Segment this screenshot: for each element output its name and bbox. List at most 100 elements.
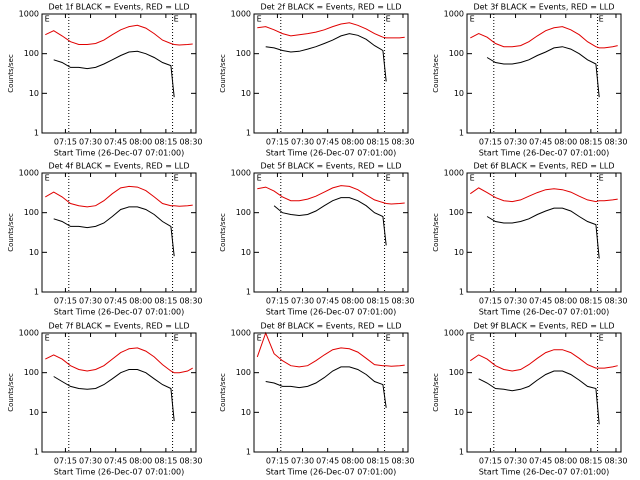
y-tick-label: 100 xyxy=(449,368,464,377)
plot-frame xyxy=(253,13,409,134)
plot-frame xyxy=(253,332,409,453)
y-tick-label: 10 xyxy=(241,89,251,98)
y-axis-label: Counts/sec xyxy=(219,213,227,252)
x-tick-label: 07:45 xyxy=(104,457,127,466)
series-line xyxy=(486,207,600,259)
x-tick-label: 08:00 xyxy=(554,138,577,147)
series-line xyxy=(53,206,175,257)
chart-title: Det 5f BLACK = Events, RED = LLD xyxy=(260,162,401,171)
y-tick-label: 1 xyxy=(34,129,39,138)
series-line xyxy=(478,370,600,425)
plot-frame xyxy=(41,172,197,293)
y-tick-label: 1 xyxy=(246,129,251,138)
y-tick-label: 10 xyxy=(241,408,251,417)
y-tick-label: 1000 xyxy=(444,329,464,338)
annotation: E xyxy=(386,15,391,24)
x-axis-label: Start Time (26-Dec-07 07:01:00) xyxy=(54,149,185,158)
annotation: E xyxy=(174,334,179,343)
x-tick-label: 07:30 xyxy=(79,297,102,306)
x-tick-label: 08:30 xyxy=(179,297,202,306)
series-line xyxy=(45,185,193,208)
y-tick-label: 10 xyxy=(454,89,464,98)
series-line xyxy=(257,22,405,39)
x-tick-label: 07:30 xyxy=(291,457,314,466)
y-tick-label: 100 xyxy=(24,368,39,377)
x-tick-label: 08:15 xyxy=(579,457,602,466)
series-line xyxy=(265,366,387,408)
annotation: E xyxy=(257,174,262,183)
y-axis-label: Counts/sec xyxy=(219,54,227,93)
y-axis-label: Counts/sec xyxy=(219,373,227,412)
x-tick-label: 07:30 xyxy=(291,138,314,147)
y-tick-label: 1 xyxy=(34,288,39,297)
y-tick-label: 1000 xyxy=(19,169,39,178)
series-line xyxy=(486,46,600,98)
series-line xyxy=(45,347,193,374)
plot-frame xyxy=(41,13,197,134)
annotation: E xyxy=(470,174,475,183)
annotation: E xyxy=(470,334,475,343)
series-line xyxy=(53,369,175,422)
series-line xyxy=(265,33,387,82)
x-tick-label: 07:45 xyxy=(529,138,552,147)
x-tick-label: 08:00 xyxy=(129,457,152,466)
x-tick-label: 08:15 xyxy=(579,297,602,306)
x-tick-label: 08:30 xyxy=(179,457,202,466)
x-tick-label: 07:30 xyxy=(79,138,102,147)
x-tick-label: 07:45 xyxy=(316,457,339,466)
x-tick-label: 07:30 xyxy=(504,297,527,306)
y-tick-label: 1000 xyxy=(444,10,464,19)
x-axis-label: Start Time (26-Dec-07 07:01:00) xyxy=(54,468,185,477)
series-line xyxy=(470,187,618,203)
annotation: E xyxy=(386,334,391,343)
x-tick-label: 07:30 xyxy=(291,297,314,306)
series-line xyxy=(470,349,618,372)
annotation: E xyxy=(257,334,262,343)
x-tick-label: 08:00 xyxy=(341,138,364,147)
y-tick-label: 1 xyxy=(459,288,464,297)
y-tick-label: 1000 xyxy=(231,329,251,338)
x-tick-label: 08:00 xyxy=(341,457,364,466)
x-tick-label: 08:30 xyxy=(604,138,627,147)
x-axis-label: Start Time (26-Dec-07 07:01:00) xyxy=(479,149,610,158)
x-tick-label: 07:45 xyxy=(104,297,127,306)
plot-frame xyxy=(466,13,622,134)
annotation: E xyxy=(257,15,262,24)
chart-title: Det 2f BLACK = Events, RED = LLD xyxy=(260,3,401,12)
x-tick-label: 07:15 xyxy=(479,138,502,147)
y-axis-label: Counts/sec xyxy=(7,54,15,93)
x-tick-label: 08:00 xyxy=(554,297,577,306)
x-axis-label: Start Time (26-Dec-07 07:01:00) xyxy=(266,308,397,317)
y-tick-label: 10 xyxy=(29,89,39,98)
chart-title: Det 4f BLACK = Events, RED = LLD xyxy=(48,162,189,171)
annotation: E xyxy=(599,15,604,24)
x-tick-label: 08:15 xyxy=(366,138,389,147)
y-tick-label: 1 xyxy=(459,448,464,457)
x-tick-label: 07:45 xyxy=(316,138,339,147)
y-tick-label: 1000 xyxy=(231,169,251,178)
y-tick-label: 1000 xyxy=(19,329,39,338)
x-tick-label: 08:30 xyxy=(179,138,202,147)
y-tick-label: 100 xyxy=(24,49,39,58)
x-tick-label: 07:45 xyxy=(529,457,552,466)
y-tick-label: 1 xyxy=(34,448,39,457)
y-tick-label: 10 xyxy=(454,408,464,417)
series-line xyxy=(45,24,193,46)
plot-frame xyxy=(253,172,409,293)
plot-frame xyxy=(466,332,622,453)
y-tick-label: 100 xyxy=(236,208,251,217)
y-tick-label: 1 xyxy=(246,288,251,297)
x-axis-label: Start Time (26-Dec-07 07:01:00) xyxy=(54,308,185,317)
x-tick-label: 08:15 xyxy=(366,297,389,306)
series-line xyxy=(273,197,387,246)
annotation: E xyxy=(45,334,50,343)
plot-frame xyxy=(41,332,197,453)
series-line xyxy=(257,185,405,205)
annotation: E xyxy=(174,174,179,183)
plot-frame xyxy=(466,172,622,293)
x-tick-label: 07:30 xyxy=(504,138,527,147)
x-tick-label: 07:45 xyxy=(316,297,339,306)
x-tick-label: 07:45 xyxy=(104,138,127,147)
x-tick-label: 08:30 xyxy=(391,297,414,306)
y-tick-label: 10 xyxy=(241,248,251,257)
